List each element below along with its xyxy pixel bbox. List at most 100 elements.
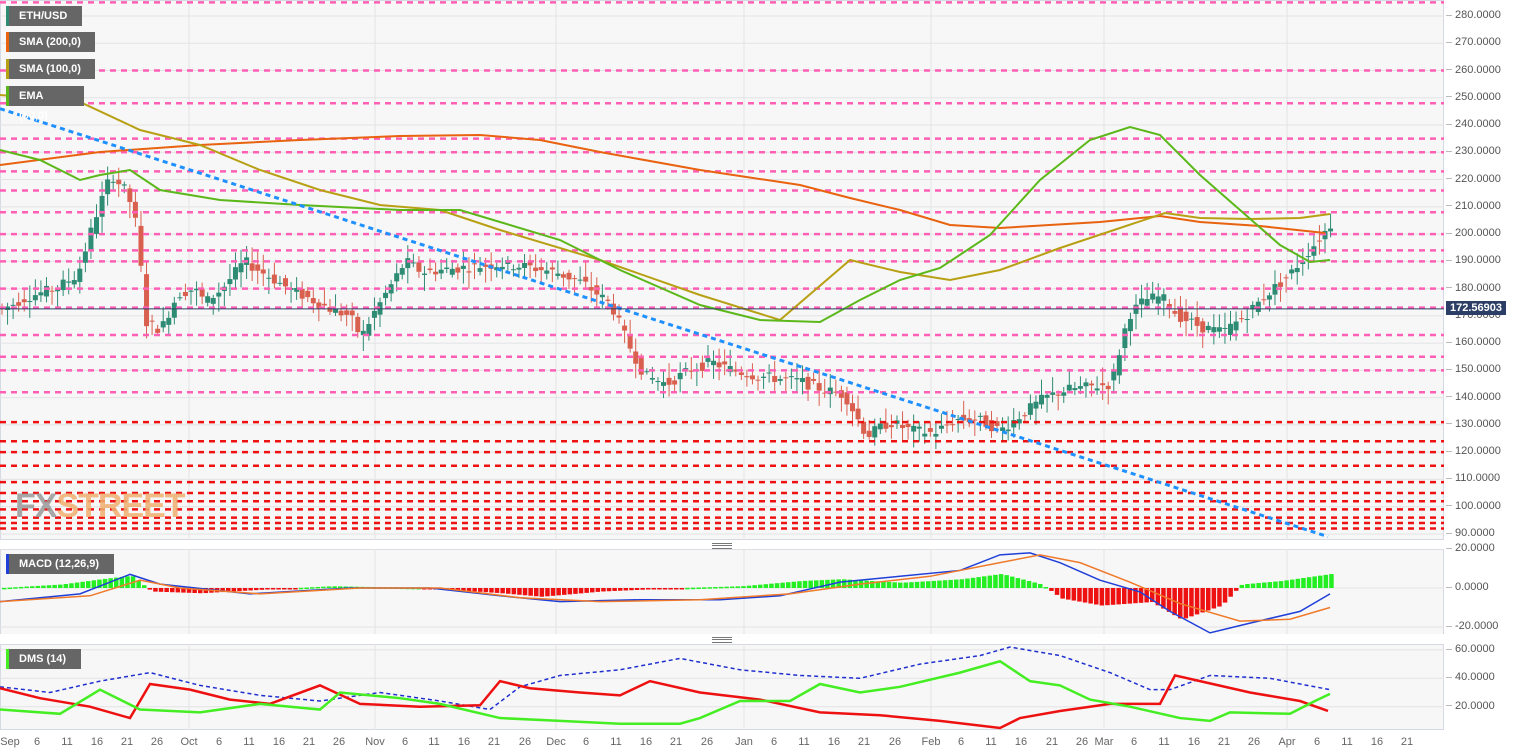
candle-up (266, 277, 272, 279)
macd-histogram-bar (802, 580, 808, 588)
macd-histogram-bar (735, 586, 741, 588)
macd-histogram-bar (1144, 588, 1149, 603)
candle-up (32, 295, 38, 301)
macd-histogram-bar (1094, 588, 1099, 605)
candle-down (355, 316, 361, 333)
candle-down (672, 380, 678, 385)
macd-histogram-bar (556, 588, 561, 596)
macd-histogram-bar (259, 588, 265, 590)
candle-down (627, 334, 633, 349)
macd-histogram-bar (343, 586, 349, 589)
macd-histogram-bar (494, 588, 500, 593)
pane-resize-handle-2[interactable] (0, 634, 1444, 644)
macd-histogram-bar (567, 588, 573, 595)
candle-up (238, 263, 244, 273)
dms-label[interactable]: DMS (14) (6, 649, 81, 669)
symbol-label[interactable]: ETH/USD (6, 6, 82, 26)
candle-up (677, 373, 683, 380)
candle-down (905, 423, 911, 428)
macd-chart-canvas[interactable] (0, 549, 1444, 635)
macd-histogram-bar (786, 582, 791, 588)
time-tick: 11 (610, 736, 622, 748)
time-tick: 6 (215, 736, 223, 748)
macd-histogram-bar (1267, 582, 1273, 588)
candle-down (338, 310, 344, 316)
candle-down (822, 392, 828, 394)
candle-up (460, 265, 466, 269)
dms-chart-canvas[interactable] (0, 644, 1444, 730)
candle-up (444, 267, 450, 269)
time-tick: 21 (857, 736, 871, 748)
macd-histogram-bar (1295, 578, 1301, 588)
dms-pane[interactable] (0, 644, 1444, 730)
macd-histogram-bar (1133, 588, 1138, 604)
macd-histogram-bar (1138, 588, 1144, 603)
candle-up (661, 382, 667, 386)
macd-histogram-bar (74, 582, 80, 588)
macd-histogram-bar (550, 588, 556, 596)
macd-histogram-bar (1150, 588, 1155, 603)
macd-histogram-bar (573, 588, 578, 594)
macd-histogram-bar (18, 586, 24, 589)
watermark-street: STREET (56, 487, 185, 525)
price-tick: 220.0000 (1446, 173, 1501, 185)
macd-histogram-bar (1155, 588, 1161, 606)
candle-down (344, 310, 350, 315)
macd-histogram-bar (976, 577, 981, 588)
candle-down (127, 188, 133, 203)
sma100-label[interactable]: SMA (100,0) (6, 59, 95, 79)
macd-histogram-bar (478, 588, 483, 592)
macd-histogram-bar (713, 587, 718, 589)
ema50-label[interactable]: EMA (50,0) (6, 86, 84, 122)
macd-histogram-bar (506, 588, 511, 594)
price-chart-canvas[interactable] (0, 0, 1444, 540)
candle-up (27, 301, 33, 303)
macd-histogram-bar (674, 588, 679, 590)
macd-histogram-bar (601, 588, 606, 592)
candle-down (1022, 415, 1028, 417)
macd-histogram-bar (1066, 588, 1071, 600)
macd-histogram-bar (993, 574, 998, 588)
candle-up (711, 360, 717, 366)
macd-histogram-bar (153, 588, 158, 592)
candle-up (555, 273, 561, 276)
candle-down (310, 298, 316, 304)
candle-up (1305, 256, 1311, 258)
candle-down (594, 285, 600, 295)
candle-up (421, 273, 427, 275)
time-tick: 16 (827, 736, 841, 748)
candle-up (1061, 392, 1067, 396)
macd-histogram-bar (80, 581, 85, 588)
macd-histogram-bar (1290, 579, 1295, 588)
macd-histogram-bar (948, 579, 953, 588)
candle-down (1278, 282, 1284, 287)
price-tick: 100.0000 (1446, 500, 1501, 512)
time-tick: 11 (798, 736, 810, 748)
candle-up (88, 227, 94, 251)
macd-histogram-bar (175, 588, 181, 593)
candle-down (638, 356, 644, 375)
time-tick: Oct (180, 736, 198, 748)
macd-histogram-bar (58, 584, 63, 588)
macd-histogram-bar (987, 575, 993, 588)
candle-up (216, 292, 222, 297)
sma200-label[interactable]: SMA (200,0) (6, 32, 95, 52)
candle-up (799, 378, 805, 383)
candle-up (599, 294, 605, 298)
candle-down (416, 262, 422, 272)
candle-up (761, 376, 767, 378)
price-tick: 110.0000 (1446, 472, 1500, 484)
candle-up (1233, 321, 1239, 331)
macd-histogram-bar (847, 579, 853, 588)
time-axis[interactable]: Sep 6 11 16 21 26 Oct 6 11 16 21 26 Nov 6 11 16 21 26 Dec 6… (0, 736, 1444, 756)
macd-label[interactable]: MACD (12,26,9) (6, 554, 114, 574)
macd-histogram-bar (1245, 584, 1250, 588)
macd-histogram-bar (791, 581, 797, 588)
time-tick: 16 (90, 736, 104, 748)
time-tick: 6 (1130, 736, 1138, 748)
candle-up (727, 366, 733, 373)
candle-up (522, 263, 528, 268)
candle-up (277, 282, 283, 284)
macd-histogram-bar (310, 587, 315, 589)
minus-di-line (0, 674, 1329, 730)
